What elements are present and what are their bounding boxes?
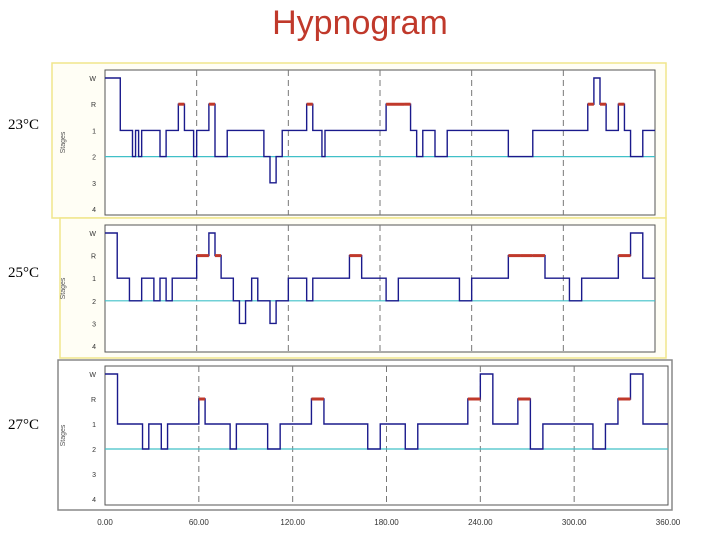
ytick-label: 3: [92, 472, 96, 479]
xtick-label: 0.00: [97, 518, 113, 527]
ytick-label: W: [89, 372, 96, 379]
page-title: Hypnogram: [272, 4, 448, 42]
ytick-label: 4: [92, 344, 96, 351]
label-27c: 27°C: [6, 417, 42, 434]
hypnogram-line: [105, 77, 655, 184]
yaxis-label: Stages: [60, 277, 67, 299]
hypnogram-line: [105, 232, 655, 325]
ytick-label: 2: [92, 447, 96, 454]
ytick-label: 4: [92, 497, 96, 504]
xtick-label: 240.00: [468, 518, 493, 527]
ytick-label: R: [91, 254, 96, 261]
ytick-label: R: [91, 397, 96, 404]
ytick-label: 1: [92, 422, 96, 429]
yaxis-label: Stages: [60, 131, 67, 153]
xtick-label: 180.00: [374, 518, 399, 527]
ytick-label: W: [89, 76, 96, 83]
ytick-label: 2: [92, 299, 96, 306]
xtick-label: 360.00: [656, 518, 681, 527]
ytick-label: 4: [92, 207, 96, 214]
hypnogram-line: [105, 373, 668, 450]
xtick-label: 300.00: [562, 518, 587, 527]
yaxis-label: Stages: [60, 424, 67, 446]
ytick-label: 1: [92, 128, 96, 135]
ytick-label: 3: [92, 321, 96, 328]
ytick-label: 3: [92, 181, 96, 188]
ytick-label: 1: [92, 276, 96, 283]
ytick-label: W: [89, 231, 96, 238]
label-23c: 23°C: [6, 117, 42, 134]
xtick-label: 60.00: [189, 518, 210, 527]
xtick-label: 120.00: [280, 518, 305, 527]
ytick-label: 2: [92, 155, 96, 162]
ytick-label: R: [91, 102, 96, 109]
label-25c: 25°C: [6, 265, 42, 282]
